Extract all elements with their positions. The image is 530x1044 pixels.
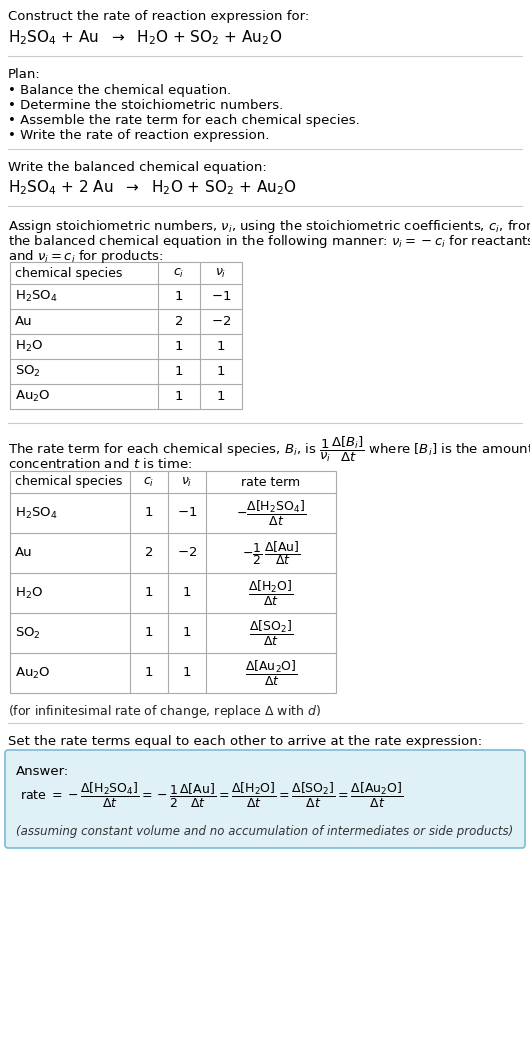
Text: $-1$: $-1$ [177,506,197,520]
Text: 1: 1 [145,626,153,640]
Text: Au$_2$O: Au$_2$O [15,389,50,404]
Text: Au: Au [15,315,33,328]
Text: (assuming constant volume and no accumulation of intermediates or side products): (assuming constant volume and no accumul… [16,825,513,838]
Text: Construct the rate of reaction expression for:: Construct the rate of reaction expressio… [8,10,309,23]
Text: $\nu_i$: $\nu_i$ [215,266,227,280]
Text: $-2$: $-2$ [211,315,231,328]
Text: 1: 1 [217,390,225,403]
Text: H$_2$SO$_4$ + Au  $\rightarrow$  H$_2$O + SO$_2$ + Au$_2$O: H$_2$SO$_4$ + Au $\rightarrow$ H$_2$O + … [8,28,282,47]
Text: 2: 2 [145,546,153,560]
Text: Write the balanced chemical equation:: Write the balanced chemical equation: [8,161,267,174]
Text: rate term: rate term [242,475,301,489]
Text: Assign stoichiometric numbers, $\nu_i$, using the stoichiometric coefficients, $: Assign stoichiometric numbers, $\nu_i$, … [8,218,530,235]
Text: 1: 1 [175,290,183,303]
Text: Au$_2$O: Au$_2$O [15,665,50,681]
Text: H$_2$SO$_4$: H$_2$SO$_4$ [15,289,58,304]
Text: $\dfrac{\Delta[\mathrm{SO_2}]}{\Delta t}$: $\dfrac{\Delta[\mathrm{SO_2}]}{\Delta t}… [249,618,293,647]
Text: 1: 1 [145,587,153,599]
Text: concentration and $t$ is time:: concentration and $t$ is time: [8,457,192,471]
Text: Plan:: Plan: [8,68,41,81]
Text: SO$_2$: SO$_2$ [15,625,41,641]
Text: Answer:: Answer: [16,765,69,778]
Text: $c_i$: $c_i$ [144,475,155,489]
Text: • Determine the stoichiometric numbers.: • Determine the stoichiometric numbers. [8,99,283,112]
FancyBboxPatch shape [5,750,525,848]
Text: $-2$: $-2$ [177,546,197,560]
Text: $-\dfrac{\Delta[\mathrm{H_2SO_4}]}{\Delta t}$: $-\dfrac{\Delta[\mathrm{H_2SO_4}]}{\Delt… [236,498,306,527]
Text: chemical species: chemical species [15,475,122,489]
Text: 1: 1 [175,390,183,403]
Text: 1: 1 [217,340,225,353]
Text: and $\nu_i = c_i$ for products:: and $\nu_i = c_i$ for products: [8,248,164,265]
Text: • Assemble the rate term for each chemical species.: • Assemble the rate term for each chemic… [8,114,360,127]
Text: • Write the rate of reaction expression.: • Write the rate of reaction expression. [8,129,269,142]
Text: 1: 1 [217,365,225,378]
Text: H$_2$O: H$_2$O [15,586,43,600]
Text: $\dfrac{\Delta[\mathrm{Au_2O}]}{\Delta t}$: $\dfrac{\Delta[\mathrm{Au_2O}]}{\Delta t… [245,659,297,688]
Text: $\nu_i$: $\nu_i$ [181,475,193,489]
Text: the balanced chemical equation in the following manner: $\nu_i = -c_i$ for react: the balanced chemical equation in the fo… [8,233,530,250]
Bar [10,262,242,409]
Text: 1: 1 [175,340,183,353]
Text: 1: 1 [145,506,153,520]
Text: H$_2$O: H$_2$O [15,339,43,354]
Text: 2: 2 [175,315,183,328]
Text: rate $= -\dfrac{\Delta[\mathrm{H_2SO_4}]}{\Delta t} = -\dfrac{1}{2}\dfrac{\Delta: rate $= -\dfrac{\Delta[\mathrm{H_2SO_4}]… [20,781,403,809]
Text: H$_2$SO$_4$ + 2 Au  $\rightarrow$  H$_2$O + SO$_2$ + Au$_2$O: H$_2$SO$_4$ + 2 Au $\rightarrow$ H$_2$O … [8,177,297,196]
Text: $-\dfrac{1}{2}\,\dfrac{\Delta[\mathrm{Au}]}{\Delta t}$: $-\dfrac{1}{2}\,\dfrac{\Delta[\mathrm{Au… [242,539,301,567]
Bar [10,471,336,693]
Text: 1: 1 [145,666,153,680]
Text: $\dfrac{\Delta[\mathrm{H_2O}]}{\Delta t}$: $\dfrac{\Delta[\mathrm{H_2O}]}{\Delta t}… [248,578,294,608]
Text: 1: 1 [183,626,191,640]
Text: H$_2$SO$_4$: H$_2$SO$_4$ [15,505,58,521]
Text: $-1$: $-1$ [211,290,231,303]
Text: SO$_2$: SO$_2$ [15,364,41,379]
Text: The rate term for each chemical species, $B_i$, is $\dfrac{1}{\nu_i}\dfrac{\Delt: The rate term for each chemical species,… [8,435,530,465]
Text: 1: 1 [183,666,191,680]
Text: 1: 1 [175,365,183,378]
Text: $c_i$: $c_i$ [173,266,184,280]
Text: chemical species: chemical species [15,266,122,280]
Text: 1: 1 [183,587,191,599]
Text: • Balance the chemical equation.: • Balance the chemical equation. [8,84,231,97]
Text: (for infinitesimal rate of change, replace $\Delta$ with $d$): (for infinitesimal rate of change, repla… [8,703,321,720]
Text: Set the rate terms equal to each other to arrive at the rate expression:: Set the rate terms equal to each other t… [8,735,482,748]
Text: Au: Au [15,546,33,560]
